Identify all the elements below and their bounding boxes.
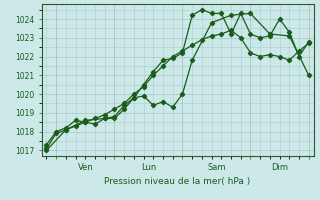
Text: Sam: Sam: [207, 163, 226, 172]
X-axis label: Pression niveau de la mer( hPa ): Pression niveau de la mer( hPa ): [104, 177, 251, 186]
Text: Ven: Ven: [77, 163, 93, 172]
Text: Lun: Lun: [141, 163, 156, 172]
Text: Dim: Dim: [271, 163, 288, 172]
